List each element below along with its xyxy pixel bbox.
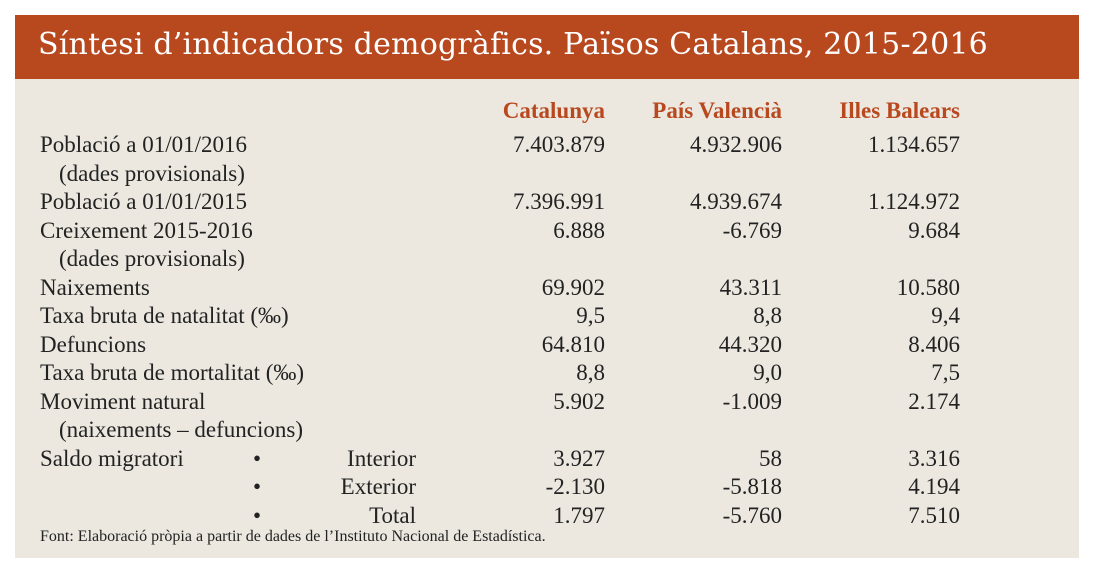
table-row: Taxa bruta de natalitat (‰) 9,5 8,8 9,4 xyxy=(40,302,960,331)
table-row: Població a 01/01/2016 (dades provisional… xyxy=(40,131,960,188)
value-illes-balears: 1.134.657 xyxy=(868,132,960,157)
value-illes-balears: 7,5 xyxy=(931,360,960,385)
table-row: Població a 01/01/2015 7.396.991 4.939.67… xyxy=(40,188,960,217)
value-catalunya: 8,8 xyxy=(576,360,605,385)
value-pais-valencia: 9,0 xyxy=(753,360,782,385)
table-row-migration-exterior: • Exterior -2.130 -5.818 4.194 xyxy=(40,473,960,502)
row-label-text: Creixement 2015-2016 xyxy=(40,217,253,243)
migration-sublabel: Exterior xyxy=(340,474,416,499)
title-bar: Síntesi d’indicadors demogràfics. Països… xyxy=(15,15,1079,79)
table-row: Defuncions 64.810 44.320 8.406 xyxy=(40,331,960,360)
value-pais-valencia: -6.769 xyxy=(722,217,782,243)
value-catalunya: 1.797 xyxy=(553,502,605,528)
value-pais-valencia: 43.311 xyxy=(719,274,782,300)
row-label-text: Moviment natural xyxy=(40,388,206,414)
column-header-pais-valencia: País Valencià xyxy=(652,98,782,123)
value-pais-valencia: -5.760 xyxy=(722,502,782,528)
page-title: Síntesi d’indicadors demogràfics. Països… xyxy=(38,27,988,62)
value-catalunya: 5.902 xyxy=(553,388,605,414)
row-label: Taxa bruta de mortalitat (‰) xyxy=(40,360,305,385)
indicators-table: Catalunya País Valencià Illes Balears Po… xyxy=(40,95,960,530)
value-illes-balears: 1.124.972 xyxy=(868,189,960,214)
value-illes-balears: 4.194 xyxy=(908,474,960,499)
column-header-catalunya: Catalunya xyxy=(502,98,605,123)
row-sublabel: (naixements – defuncions) xyxy=(59,417,303,442)
row-label: Saldo migratori xyxy=(40,445,184,471)
value-pais-valencia: 58 xyxy=(759,445,782,471)
value-illes-balears: 7.510 xyxy=(908,502,960,528)
table-row: Naixements 69.902 43.311 10.580 xyxy=(40,274,960,303)
value-catalunya: 64.810 xyxy=(541,331,605,357)
table-row: Creixement 2015-2016 (dades provisionals… xyxy=(40,217,960,274)
value-catalunya: 7.396.991 xyxy=(513,189,605,214)
row-label: Moviment natural (naixements – defuncion… xyxy=(40,388,303,445)
row-label-text: Població a 01/01/2016 xyxy=(40,132,247,157)
value-illes-balears: 8.406 xyxy=(908,331,960,357)
row-label: Creixement 2015-2016 (dades provisionals… xyxy=(40,217,253,274)
value-pais-valencia: 44.320 xyxy=(718,331,782,357)
indicators-panel: Síntesi d’indicadors demogràfics. Països… xyxy=(15,15,1079,558)
table-row: Moviment natural (naixements – defuncion… xyxy=(40,388,960,445)
source-footnote: Font: Elaboració pròpia a partir de dade… xyxy=(40,528,546,545)
bullet-icon: • xyxy=(253,474,262,499)
migration-sublabel: Total xyxy=(369,502,416,528)
row-label: Població a 01/01/2016 (dades provisional… xyxy=(40,131,247,188)
value-illes-balears: 2.174 xyxy=(908,388,960,414)
value-catalunya: -2.130 xyxy=(545,474,605,499)
table-row-migration-total: • Total 1.797 -5.760 7.510 xyxy=(40,502,960,531)
row-sublabel: (dades provisionals) xyxy=(59,246,245,271)
value-illes-balears: 9.684 xyxy=(908,217,960,243)
table-row: Taxa bruta de mortalitat (‰) 8,8 9,0 7,5 xyxy=(40,359,960,388)
row-label: Taxa bruta de natalitat (‰) xyxy=(40,303,289,328)
row-label: Població a 01/01/2015 xyxy=(40,189,247,214)
column-header-illes-balears: Illes Balears xyxy=(839,98,960,123)
row-label: Naixements xyxy=(40,274,150,300)
value-pais-valencia: -5.818 xyxy=(722,474,782,499)
row-label: Defuncions xyxy=(40,331,147,357)
table-header: Catalunya País Valencià Illes Balears xyxy=(40,95,960,131)
value-catalunya: 6.888 xyxy=(553,217,605,243)
value-pais-valencia: 4.939.674 xyxy=(690,189,782,214)
value-pais-valencia: 8,8 xyxy=(753,303,782,328)
value-catalunya: 9,5 xyxy=(576,303,605,328)
value-catalunya: 3.927 xyxy=(553,445,605,471)
value-illes-balears: 9,4 xyxy=(931,303,960,328)
row-sublabel: (dades provisionals) xyxy=(59,160,245,186)
value-pais-valencia: 4.932.906 xyxy=(690,132,782,157)
bullet-icon: • xyxy=(253,445,262,471)
bullet-icon: • xyxy=(253,502,262,528)
table-row-migration-interior: Saldo migratori • Interior 3.927 58 3.31… xyxy=(40,445,960,474)
value-illes-balears: 3.316 xyxy=(908,445,960,471)
value-pais-valencia: -1.009 xyxy=(722,388,782,414)
value-catalunya: 69.902 xyxy=(541,274,605,300)
value-illes-balears: 10.580 xyxy=(896,274,960,300)
migration-sublabel: Interior xyxy=(347,445,416,471)
value-catalunya: 7.403.879 xyxy=(513,132,605,157)
